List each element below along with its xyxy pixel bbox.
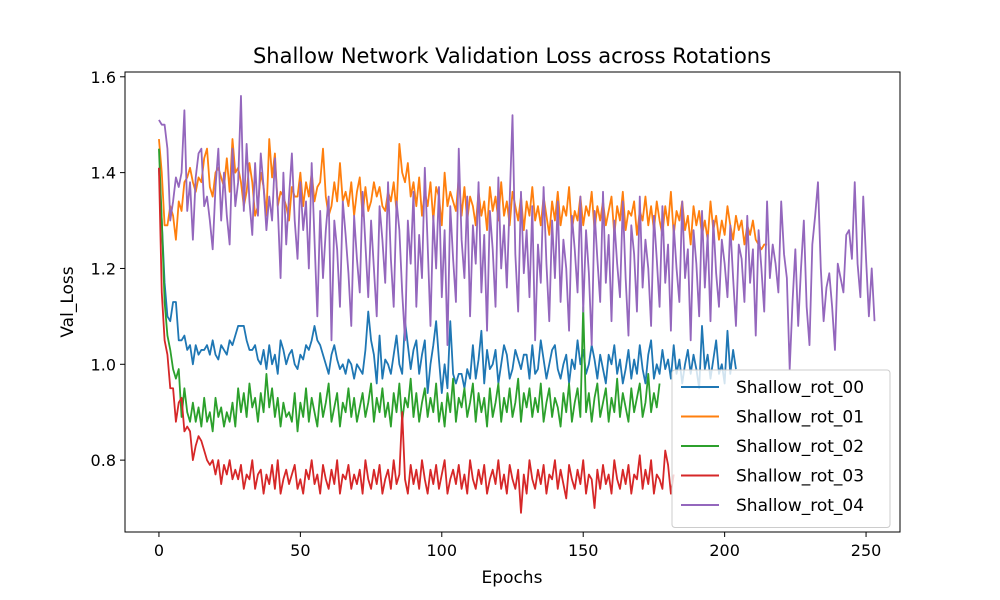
x-tick-label: 100 [427,541,458,560]
y-axis-title: Val_Loss [58,266,78,337]
series-line-0 [158,167,737,394]
y-tick-label: 1.6 [91,68,116,87]
plot-frame [124,71,901,533]
legend-label: Shallow_rot_04 [736,496,864,516]
x-tick-label: 150 [568,541,599,560]
series-layer [158,95,876,514]
series-line-3 [158,167,675,514]
y-axis: 0.8 1.0 1.2 1.4 1.6 [91,68,125,470]
x-tick-label: 250 [851,541,882,560]
x-axis: 0 50 100 150 200 250 [154,532,881,560]
x-axis-title: Epochs [482,568,543,588]
y-tick-label: 1.4 [91,164,116,183]
x-tick-label: 200 [709,541,740,560]
series-line-4 [158,95,876,370]
legend-label: Shallow_rot_01 [736,408,864,428]
legend-label: Shallow_rot_02 [736,437,864,457]
legend-label: Shallow_rot_03 [736,467,864,487]
legend-label: Shallow_rot_00 [736,378,864,398]
y-tick-label: 1.2 [91,259,116,278]
series-line-2 [158,148,661,433]
legend: Shallow_rot_00 Shallow_rot_01 Shallow_rot_… [671,369,891,528]
series-line-1 [158,138,768,251]
legend-box [671,369,891,528]
x-tick-label: 0 [154,541,164,560]
y-tick-label: 0.8 [91,451,116,470]
chart-title: Shallow Network Validation Loss across R… [253,44,771,68]
y-tick-label: 1.0 [91,355,116,374]
x-tick-label: 50 [290,541,310,560]
